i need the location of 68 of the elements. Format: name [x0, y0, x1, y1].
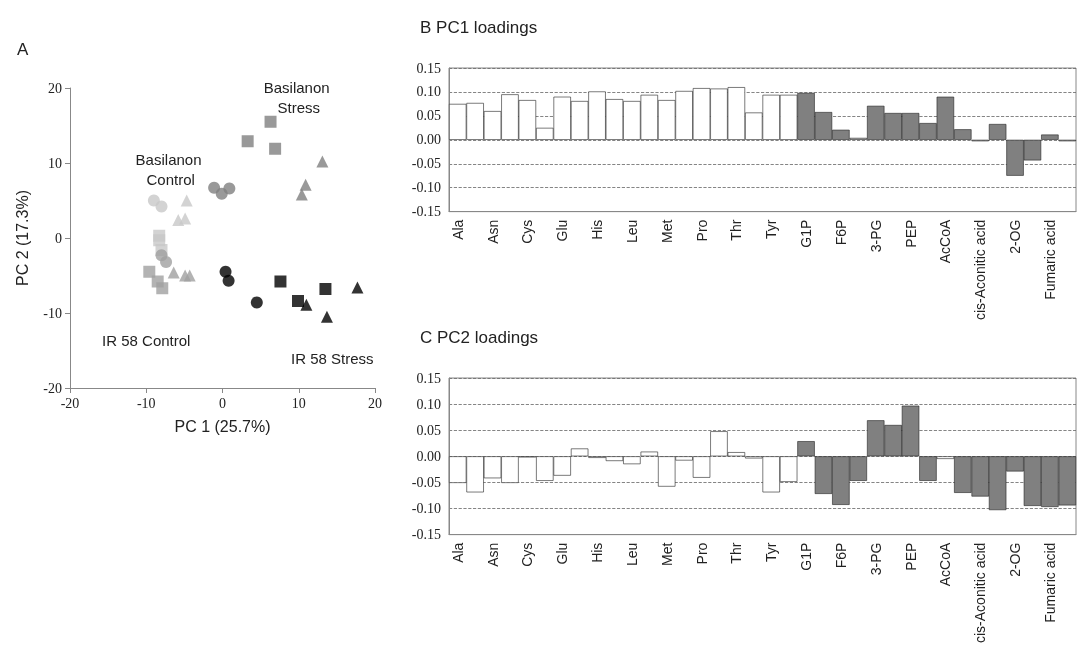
x-tick-label: 3-PG — [867, 219, 884, 253]
x-tick-label: cis-Aconitic acid — [972, 219, 989, 321]
y-tick-label: -20 — [43, 380, 62, 396]
y-tick-label: -0.05 — [411, 156, 441, 172]
y-tick-label: 20 — [48, 80, 62, 96]
y-tick-label: 0.00 — [416, 448, 441, 464]
x-tick-label: Glu — [554, 219, 571, 242]
x-tick-label: 2-OG — [1007, 219, 1024, 254]
annotation: IR 58 Control — [102, 331, 191, 349]
y-tick-label: 0.05 — [416, 108, 441, 124]
y-tick-label: 0.05 — [416, 422, 441, 438]
y-tick-label: -0.10 — [411, 501, 441, 517]
x-axis-title: PC 1 (25.7%) — [174, 417, 271, 435]
chart-title: A — [17, 40, 29, 59]
x-tick-label: Tyr — [763, 219, 780, 240]
y-tick-label: -0.10 — [411, 180, 441, 196]
annotation: Basilanon Control — [135, 150, 206, 188]
x-tick-label: F6P — [832, 219, 849, 246]
x-tick-label: Asn — [484, 219, 501, 244]
y-tick-label: -10 — [43, 305, 62, 321]
annotation: Basilanon Stress — [263, 78, 334, 116]
x-tick-label: PEP — [902, 542, 919, 571]
x-tick-label: Ala — [449, 542, 466, 563]
y-tick-label: 0.10 — [416, 84, 441, 100]
x-tick-label: -10 — [136, 395, 156, 411]
x-tick-label: His — [589, 542, 606, 563]
x-tick-label: Fumaric acid — [1041, 542, 1058, 623]
x-tick-label: G1P — [798, 542, 815, 571]
annotation: IR 58 Stress — [291, 349, 374, 367]
x-tick-label: cis-Aconitic acid — [972, 542, 989, 644]
x-tick-label: 10 — [291, 395, 306, 411]
y-tick-label: 0.15 — [416, 370, 441, 386]
x-tick-label: PEP — [902, 219, 919, 248]
x-tick-label: AcCoA — [937, 218, 954, 264]
x-tick-label: Met — [658, 542, 675, 566]
y-axis-title: PC 2 (17.3%) — [13, 189, 31, 287]
x-tick-label: Tyr — [763, 542, 780, 563]
x-tick-label: 2-OG — [1007, 542, 1024, 577]
x-tick-label: -20 — [60, 395, 80, 411]
x-tick-label: AcCoA — [937, 541, 954, 587]
x-tick-label: Thr — [728, 542, 745, 564]
y-tick-label: 0.00 — [416, 132, 441, 148]
x-tick-label: G1P — [798, 219, 815, 248]
x-tick-label: Glu — [554, 542, 571, 565]
y-tick-label: 0.15 — [416, 60, 441, 76]
x-tick-label: 0 — [219, 395, 226, 411]
chart-title: C PC2 loadings — [420, 328, 539, 347]
x-tick-label: Fumaric acid — [1041, 219, 1058, 300]
y-tick-label: 0.10 — [416, 396, 441, 412]
x-tick-label: Leu — [623, 542, 640, 566]
x-tick-label: Pro — [693, 542, 710, 565]
y-tick-label: -0.15 — [411, 527, 441, 543]
x-tick-label: Pro — [693, 219, 710, 242]
x-tick-label: Asn — [484, 542, 501, 567]
x-tick-label: Met — [658, 219, 675, 243]
x-tick-label: Ala — [449, 219, 466, 240]
y-tick-label: -0.15 — [411, 204, 441, 220]
x-tick-label: F6P — [832, 542, 849, 569]
x-tick-label: 20 — [368, 395, 382, 411]
x-tick-label: Cys — [519, 219, 536, 244]
x-tick-label: Leu — [623, 219, 640, 243]
x-tick-label: Thr — [728, 219, 745, 241]
y-tick-label: -0.05 — [411, 474, 441, 490]
x-tick-label: His — [589, 219, 606, 240]
y-tick-label: 10 — [48, 155, 62, 171]
x-tick-label: Cys — [519, 542, 536, 567]
x-tick-label: 3-PG — [867, 542, 884, 576]
chart-title: B PC1 loadings — [420, 18, 538, 37]
